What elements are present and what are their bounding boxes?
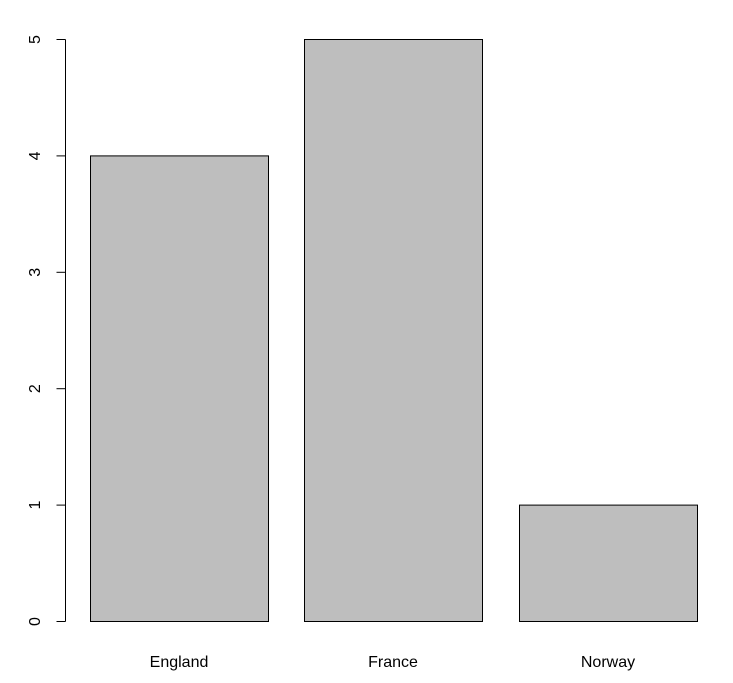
y-tick-label-2: 2 xyxy=(27,384,44,393)
y-axis: 0 1 2 3 4 5 xyxy=(27,35,66,626)
y-tick-label-0: 0 xyxy=(27,617,44,626)
x-label-england: England xyxy=(150,654,209,671)
bar-norway xyxy=(519,504,698,623)
y-tick-label-1: 1 xyxy=(27,501,44,510)
bar-england xyxy=(90,155,269,622)
bar-france xyxy=(304,39,483,622)
y-tick-label-5: 5 xyxy=(27,35,44,44)
x-axis-labels: England France Norway xyxy=(150,654,635,671)
x-label-france: France xyxy=(368,654,418,671)
x-label-norway: Norway xyxy=(581,654,635,671)
y-tick-label-4: 4 xyxy=(27,151,44,160)
bars-group xyxy=(90,39,698,623)
y-tick-label-3: 3 xyxy=(27,268,44,277)
